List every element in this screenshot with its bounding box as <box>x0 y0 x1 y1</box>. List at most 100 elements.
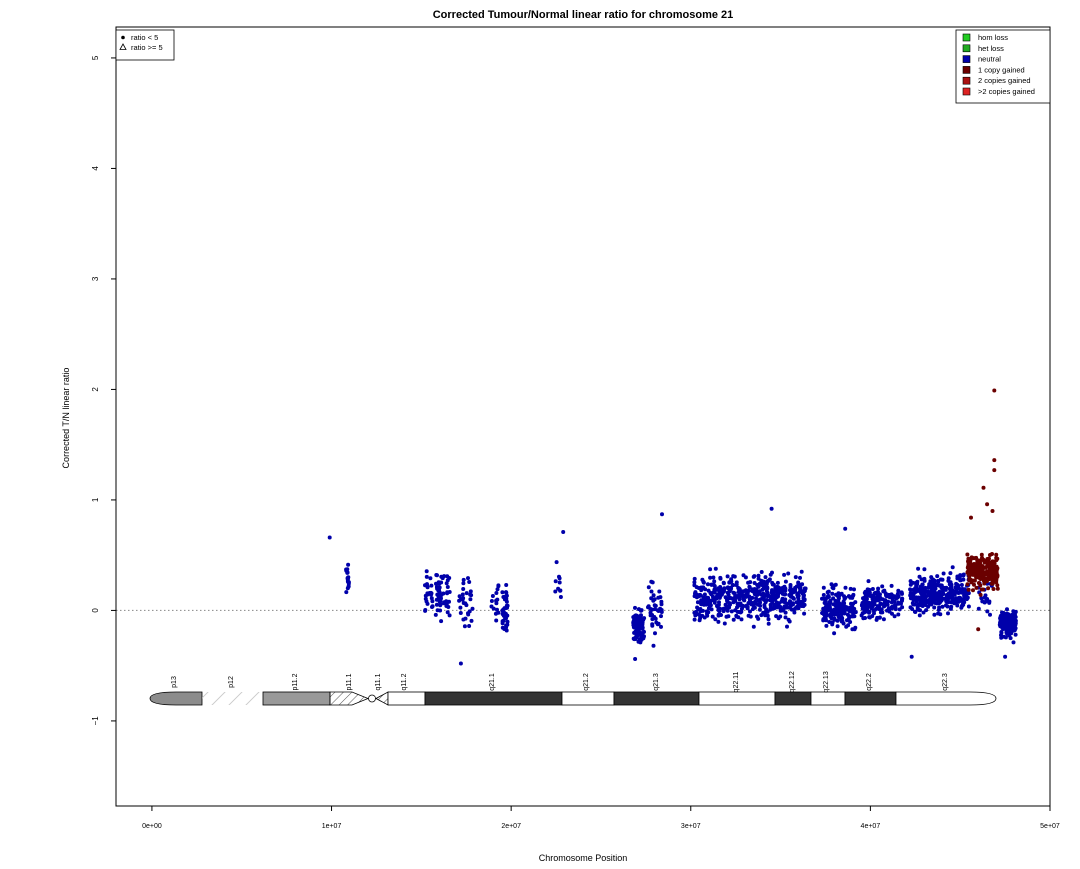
data-point <box>765 598 769 602</box>
data-point <box>833 598 838 603</box>
data-point <box>792 610 797 615</box>
data-point <box>502 606 507 611</box>
data-point <box>801 596 806 601</box>
data-point <box>425 585 430 590</box>
data-point <box>728 595 733 600</box>
data-point <box>860 602 864 607</box>
data-point <box>917 596 922 601</box>
data-point <box>755 590 760 595</box>
data-point <box>880 584 885 589</box>
data-point <box>988 564 993 569</box>
data-point <box>1007 629 1012 634</box>
data-point <box>774 614 779 619</box>
data-point <box>696 594 701 599</box>
data-point <box>660 512 664 517</box>
data-point <box>711 575 716 580</box>
data-point <box>438 602 443 607</box>
data-point <box>470 606 475 611</box>
data-point <box>712 600 717 605</box>
data-point <box>841 606 846 611</box>
data-point <box>437 590 442 595</box>
data-point <box>738 610 743 615</box>
data-point <box>494 618 499 623</box>
data-point <box>759 592 764 597</box>
data-point <box>494 601 499 606</box>
band-q22-13 <box>810 691 846 706</box>
data-point <box>693 610 698 614</box>
data-point <box>962 592 967 597</box>
data-point <box>802 611 807 616</box>
data-point <box>929 584 933 589</box>
data-point <box>650 580 655 585</box>
data-point <box>935 574 940 579</box>
data-point <box>937 592 942 597</box>
data-point <box>896 601 901 606</box>
data-point <box>762 603 767 607</box>
data-point <box>961 601 965 606</box>
data-point <box>866 579 871 584</box>
data-point <box>751 624 756 629</box>
data-point <box>921 597 926 601</box>
data-point <box>929 599 934 604</box>
band-q22-3 <box>895 691 997 706</box>
data-point <box>708 575 713 580</box>
data-point <box>461 577 466 582</box>
data-point <box>462 624 467 629</box>
data-point <box>924 608 929 613</box>
data-point <box>890 595 895 600</box>
data-point <box>631 636 636 641</box>
data-point <box>992 388 997 393</box>
data-point <box>445 600 450 605</box>
data-point <box>959 583 964 587</box>
data-point <box>832 617 837 622</box>
data-point <box>1010 616 1015 621</box>
data-point <box>740 593 745 598</box>
band-q22-11 <box>698 691 776 706</box>
data-point <box>344 567 349 572</box>
band-label: p12 <box>228 676 235 688</box>
data-point <box>712 584 717 589</box>
data-point <box>505 613 510 618</box>
data-point <box>798 585 803 590</box>
data-point <box>633 613 638 618</box>
data-point <box>505 619 510 624</box>
data-point <box>428 576 433 581</box>
data-point <box>987 560 992 565</box>
data-point <box>894 596 898 601</box>
data-point <box>765 586 770 591</box>
data-point <box>992 564 997 569</box>
data-point <box>890 604 895 609</box>
y-axis-label: Corrected T/N linear ratio <box>61 368 71 469</box>
data-point <box>994 556 999 560</box>
data-point <box>650 617 655 622</box>
data-point <box>1006 618 1011 623</box>
data-point <box>639 608 643 613</box>
data-point <box>922 591 927 596</box>
data-point <box>948 571 953 576</box>
y-tick-label: 3 <box>91 276 100 281</box>
data-point <box>457 598 462 603</box>
data-point <box>992 561 997 566</box>
data-point <box>504 583 509 587</box>
y-tick-label: 5 <box>91 55 100 60</box>
series-neutral <box>327 506 1018 666</box>
data-point <box>763 575 768 580</box>
data-point <box>783 615 788 620</box>
data-point <box>774 605 779 610</box>
data-point <box>692 576 697 581</box>
data-point <box>500 619 505 624</box>
shape-legend-label: ratio >= 5 <box>131 43 163 52</box>
band-q21-3 <box>613 691 700 706</box>
data-point <box>458 611 463 615</box>
data-point <box>992 573 997 578</box>
data-point <box>704 609 709 614</box>
x-tick-label: 3e+07 <box>681 823 701 830</box>
data-point <box>702 592 707 597</box>
data-point <box>752 587 757 592</box>
data-point <box>987 600 992 605</box>
data-point <box>972 578 977 583</box>
data-point <box>994 578 999 583</box>
data-point <box>846 594 851 599</box>
data-point <box>788 599 792 604</box>
